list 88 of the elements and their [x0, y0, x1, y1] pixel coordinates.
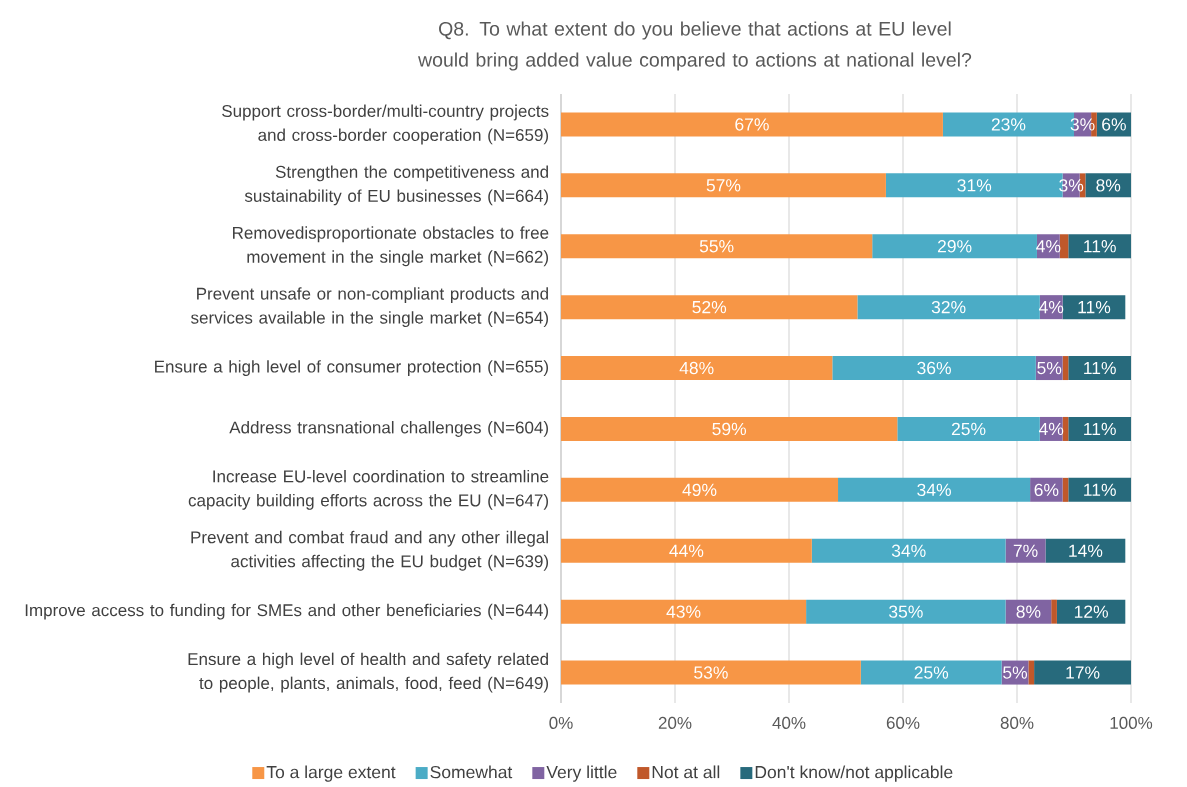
- data-label: 49%: [682, 483, 717, 497]
- data-label: 23%: [991, 118, 1026, 131]
- data-label: 6%: [1102, 118, 1126, 131]
- legend-label: To a large extent: [266, 765, 396, 782]
- bar: [561, 599, 807, 624]
- data-label: 44%: [669, 544, 704, 557]
- data-label: 17%: [1066, 666, 1100, 679]
- data-label: 11%: [1084, 422, 1116, 436]
- bar: [1068, 356, 1132, 381]
- bar: [561, 660, 861, 685]
- bar: [1034, 660, 1132, 685]
- data-label: 5%: [1003, 666, 1028, 679]
- y-tick-label: Ensure a high level of consumer protection (N=655): [155, 360, 549, 376]
- bar: [1062, 295, 1126, 320]
- y-tick-label: Support cross-border/multi-country projects and cross-border cooperation (N=659): [222, 104, 549, 145]
- data-label: 12%: [1074, 605, 1108, 618]
- bar: [857, 295, 1040, 320]
- data-label: 59%: [712, 422, 747, 436]
- legend-label: Somewhat: [430, 765, 513, 779]
- y-tick-label: Strengthen the competitiveness and sustainability of EU businesses (N=664): [244, 165, 549, 206]
- x-tick-label: 0%: [549, 716, 573, 729]
- bar: [1068, 416, 1132, 441]
- data-label: 11%: [1084, 483, 1116, 496]
- data-label: 57%: [706, 179, 741, 192]
- data-label: 35%: [889, 605, 923, 618]
- x-tick-label: 80%: [1000, 716, 1034, 729]
- chart-title: Q8. To what extent do you believe that actions at EU level would bring added value compared to actions at national level?: [418, 21, 972, 71]
- y-tick-label: Prevent unsafe or non-compliant products and services available in the single market (N=654): [191, 287, 548, 328]
- data-label: 67%: [735, 118, 769, 131]
- bar: [561, 295, 858, 320]
- data-label: 8%: [1096, 179, 1121, 192]
- bar: [561, 234, 873, 259]
- bar: [561, 112, 943, 137]
- bar: [806, 599, 1006, 624]
- bar: [838, 477, 1031, 502]
- y-tick-label: Prevent and combat fraud and any other illegal activities affecting the EU budget (N=639): [191, 530, 549, 571]
- legend-label: Not at all: [652, 765, 720, 779]
- data-label: 48%: [679, 361, 714, 375]
- y-tick-label: Address transnational challenges (N=604): [229, 421, 548, 437]
- data-label: 8%: [1016, 605, 1041, 618]
- y-tick-label: Improve access to funding for SMEs and other beneficiaries (N=644): [25, 603, 548, 620]
- bar: [1028, 660, 1035, 685]
- data-label: 7%: [1013, 544, 1038, 557]
- data-label: 25%: [951, 422, 986, 436]
- data-label: 34%: [917, 483, 951, 497]
- bar: [561, 356, 833, 381]
- bar: [1005, 538, 1046, 563]
- bar: [811, 538, 1006, 563]
- bar: [1059, 234, 1069, 259]
- x-tick-label: 60%: [886, 716, 920, 729]
- bar: [1068, 477, 1132, 502]
- y-tick-label: Increase EU-level coordination to streamline capacity building efforts across the EU (N=647): [188, 469, 549, 510]
- y-tick-label: Removedisproportionate obstacles to free movement in the single market (N=662): [233, 226, 549, 267]
- data-label: 25%: [914, 666, 949, 679]
- bar: [1085, 173, 1132, 198]
- data-label: 31%: [957, 179, 992, 192]
- data-label: 36%: [917, 361, 951, 375]
- legend-label: Very little: [546, 765, 617, 782]
- bar: [561, 173, 886, 198]
- data-label: 11%: [1078, 301, 1111, 314]
- bar: [832, 356, 1036, 381]
- bar: [1051, 599, 1057, 624]
- data-label: 43%: [666, 605, 701, 618]
- y-tick-label: Ensure a high level of health and safety related to people, plants, animals, food, feed (N=649): [188, 652, 549, 693]
- bar: [1056, 599, 1126, 624]
- bar: [860, 660, 1002, 685]
- data-label: 52%: [692, 300, 727, 314]
- data-label: 55%: [699, 240, 734, 253]
- x-tick-label: 20%: [658, 716, 692, 729]
- bar: [561, 416, 898, 441]
- bar: [897, 416, 1040, 441]
- bar: [1068, 234, 1132, 259]
- legend-label: Don't know/not applicable: [755, 765, 953, 782]
- bar: [1045, 538, 1126, 563]
- bar: [561, 477, 839, 502]
- data-label: 11%: [1084, 240, 1116, 253]
- x-tick-label: 100%: [1110, 716, 1153, 729]
- bar: [872, 234, 1037, 259]
- data-label: 34%: [891, 544, 926, 557]
- data-label: 29%: [937, 240, 972, 253]
- data-label: 5%: [1037, 361, 1062, 375]
- data-label: 6%: [1034, 483, 1059, 497]
- x-tick-label: 40%: [772, 716, 806, 729]
- data-label: 14%: [1069, 544, 1103, 557]
- data-label: 53%: [694, 666, 728, 679]
- data-label: 11%: [1084, 361, 1116, 375]
- bar: [561, 538, 812, 563]
- data-label: 32%: [931, 300, 966, 314]
